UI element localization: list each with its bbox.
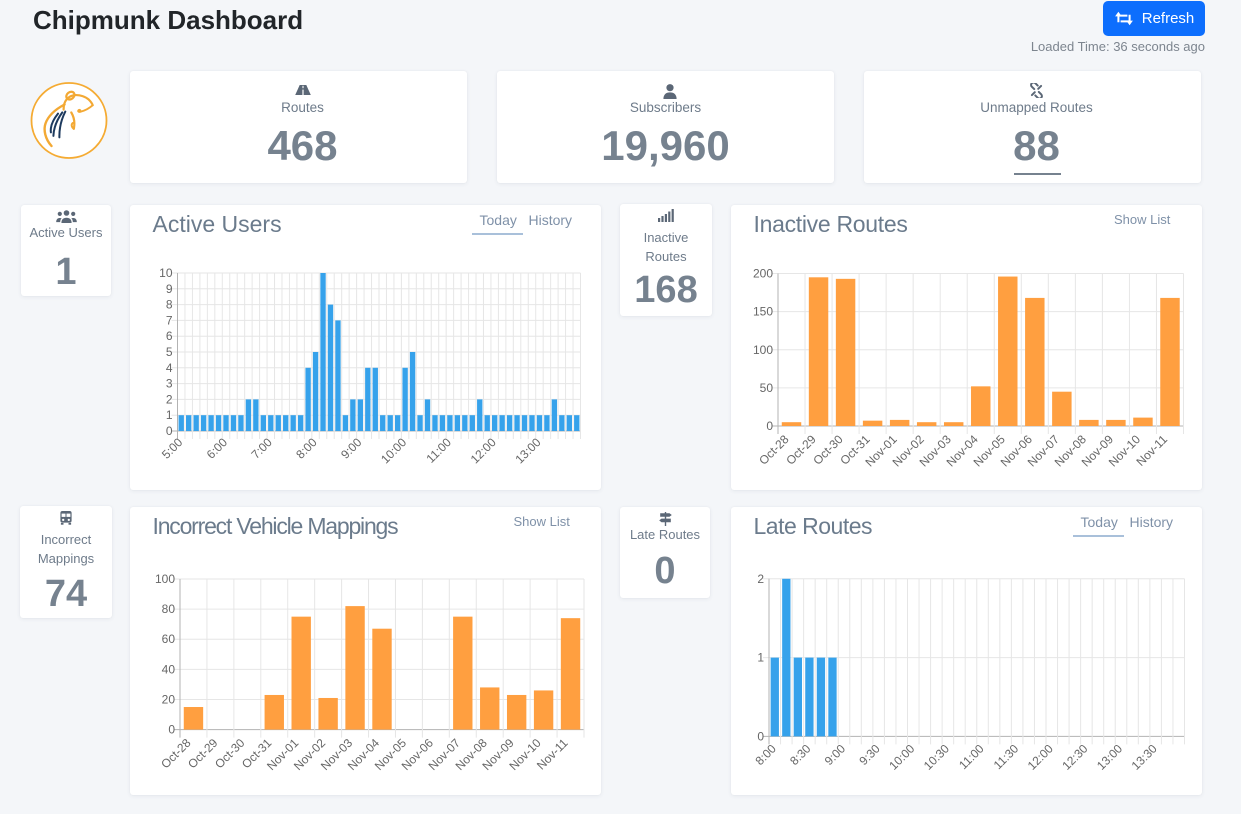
- svg-text:12:30: 12:30: [1059, 741, 1090, 772]
- svg-text:11:00: 11:00: [956, 741, 987, 772]
- svg-text:1: 1: [166, 408, 173, 422]
- svg-text:10:30: 10:30: [921, 741, 952, 772]
- svg-text:150: 150: [753, 305, 773, 319]
- svg-text:100: 100: [155, 572, 175, 586]
- svg-text:8:00: 8:00: [752, 741, 779, 768]
- svg-text:0: 0: [766, 419, 773, 433]
- svg-text:0: 0: [757, 729, 764, 743]
- svg-text:11:30: 11:30: [991, 741, 1022, 772]
- svg-text:10:00: 10:00: [886, 741, 917, 772]
- svg-text:40: 40: [162, 662, 176, 676]
- svg-text:8: 8: [166, 298, 173, 312]
- svg-text:2: 2: [757, 572, 764, 586]
- svg-text:7: 7: [166, 313, 173, 327]
- svg-text:Nov-11: Nov-11: [534, 736, 571, 773]
- svg-text:11:00: 11:00: [424, 435, 455, 466]
- svg-text:10: 10: [159, 266, 173, 280]
- svg-text:9:00: 9:00: [822, 741, 849, 768]
- svg-text:4: 4: [166, 361, 173, 375]
- svg-text:20: 20: [162, 692, 176, 706]
- svg-text:1: 1: [757, 651, 764, 665]
- svg-text:13:30: 13:30: [1129, 741, 1160, 772]
- svg-text:0: 0: [166, 424, 173, 438]
- svg-text:5:00: 5:00: [159, 435, 186, 462]
- svg-text:13:00: 13:00: [1094, 741, 1125, 772]
- svg-text:10:00: 10:00: [378, 435, 409, 466]
- svg-text:9:30: 9:30: [856, 741, 883, 768]
- svg-text:6: 6: [166, 329, 173, 343]
- svg-text:5: 5: [166, 345, 173, 359]
- svg-text:80: 80: [162, 602, 176, 616]
- svg-text:Nov-11: Nov-11: [1133, 432, 1170, 469]
- svg-text:100: 100: [753, 343, 773, 357]
- svg-text:8:30: 8:30: [787, 741, 814, 768]
- svg-text:12:00: 12:00: [1025, 741, 1056, 772]
- svg-text:60: 60: [162, 632, 176, 646]
- svg-text:2: 2: [166, 392, 173, 406]
- svg-text:0: 0: [168, 723, 175, 737]
- svg-text:50: 50: [760, 381, 774, 395]
- svg-text:200: 200: [753, 267, 773, 281]
- svg-text:13:00: 13:00: [512, 435, 543, 466]
- svg-text:3: 3: [166, 377, 173, 391]
- svg-text:12:00: 12:00: [468, 435, 499, 466]
- svg-text:9: 9: [166, 282, 173, 296]
